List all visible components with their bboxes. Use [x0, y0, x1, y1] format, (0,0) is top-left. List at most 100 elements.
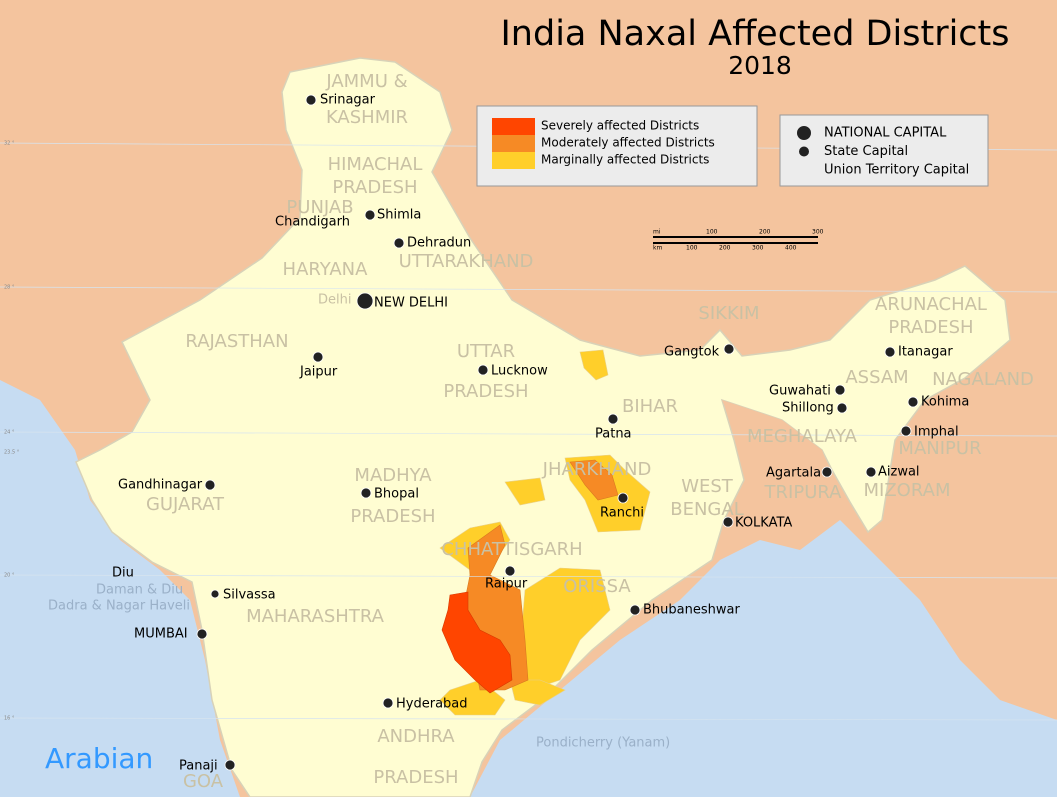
city-label: Aizwal [878, 465, 920, 480]
legend-label: Moderately affected Districts [541, 136, 715, 150]
capital-symbol [799, 146, 809, 157]
city-label: Raipur [485, 577, 528, 592]
city-dot [364, 209, 376, 221]
arabian-sea [0, 380, 240, 797]
state-label: WEST [681, 476, 734, 497]
capital-symbol [797, 126, 811, 140]
bangladesh [722, 400, 840, 500]
city-label: Gangtok [664, 345, 720, 360]
city-label: Srinagar [320, 93, 376, 108]
city-label: Bhubaneshwar [643, 603, 740, 618]
latitude-label: 23.5 ° [4, 450, 20, 456]
latitude-label: 32 ° [4, 141, 15, 147]
capital-legend-label: NATIONAL CAPITAL [824, 126, 947, 141]
state-label: PRADESH [350, 506, 435, 527]
capital-legend-label: State Capital [824, 144, 908, 159]
scale-bar-km [653, 242, 818, 244]
city-dot [617, 492, 629, 504]
scale-label: 100 [706, 229, 718, 236]
city-dot [360, 487, 372, 499]
latitude-label: 20 ° [4, 573, 15, 579]
moderate-district [569, 459, 619, 501]
scale-label: 100 [686, 245, 698, 252]
place-label: Daman & Diu [96, 583, 183, 598]
state-label: MIZORAM [864, 480, 951, 501]
city-dot [204, 479, 216, 491]
marginal-district [504, 477, 546, 506]
scale-bar [653, 236, 818, 244]
city-dot [224, 759, 236, 771]
city-dot [607, 413, 619, 425]
city-dot [900, 425, 912, 437]
city-label: Panaji [179, 759, 218, 774]
place-label: Dadra & Nagar Haveli [48, 599, 190, 614]
india [75, 57, 1011, 797]
state-label: MAHARASHTRA [246, 606, 385, 627]
legend-label: Severely affected Districts [541, 119, 699, 133]
scale-label: km [653, 245, 662, 252]
subtitle: 2018 [728, 51, 792, 80]
state-label: MANIPUR [898, 438, 981, 459]
bay-of-bengal [470, 520, 1057, 797]
state-label: HIMACHAL [328, 154, 423, 175]
city-label: Ranchi [600, 506, 644, 521]
scale-label: 300 [752, 245, 764, 252]
latitude-label: 16 ° [4, 716, 15, 722]
city-label: Hyderabad [396, 697, 468, 712]
city-dot [382, 697, 394, 709]
city-label: Kohima [921, 395, 969, 410]
legend-swatch [492, 152, 535, 169]
city-dot [722, 516, 734, 528]
state-label: BIHAR [622, 396, 678, 417]
city-label: Agartala [766, 466, 821, 481]
city-label: Lucknow [491, 364, 548, 379]
place-label: Pondicherry (Yanam) [536, 736, 670, 751]
state-label: UTTARAKHAND [399, 251, 534, 272]
state-label: ANDHRA [377, 726, 455, 747]
city-dot [196, 628, 208, 640]
city-label: Bhopal [374, 487, 419, 502]
capital-legend-box [779, 114, 989, 187]
state-label: NAGALAND [932, 369, 1034, 390]
city-label: Chandigarh [275, 215, 350, 230]
scale-label: mi [653, 229, 661, 236]
city-dot [836, 402, 848, 414]
city-dot [477, 364, 489, 376]
city-label: Patna [595, 427, 632, 442]
state-label: UTTAR [457, 341, 515, 362]
city-dot [834, 384, 846, 396]
legend-label: Marginally affected Districts [541, 153, 709, 167]
scale-label: 300 [812, 229, 824, 236]
city-label: MUMBAI [134, 627, 188, 642]
marginal-district [509, 679, 566, 706]
state-label: GOA [183, 771, 224, 792]
city-dot [393, 237, 405, 249]
state-label: MEGHALAYA [747, 426, 858, 447]
city-dot [504, 565, 516, 577]
place-label: Arabian [45, 742, 153, 775]
state-label: TRIPURA [764, 482, 843, 503]
state-label: PRADESH [332, 177, 417, 198]
city-label: Gandhinagar [118, 478, 203, 493]
state-label: CHHATTISGARH [441, 539, 582, 560]
city-dot [305, 94, 317, 106]
city-label: Shimla [377, 208, 421, 223]
city-dot [210, 589, 220, 599]
state-label: PRADESH [373, 767, 458, 788]
state-label: ASSAM [845, 367, 908, 388]
marginal-district [579, 349, 609, 381]
legend-swatch [492, 118, 535, 135]
state-label: ARUNACHAL [875, 294, 987, 315]
city-dot [907, 396, 919, 408]
latitude-label: 24 ° [4, 430, 15, 436]
state-label: BENGAL [670, 499, 743, 520]
scale-label: 200 [719, 245, 731, 252]
scale-label: 400 [785, 245, 797, 252]
state-label: JAMMU & [325, 71, 407, 92]
state-label: PRADESH [443, 381, 528, 402]
affected-districts [439, 349, 651, 716]
state-label: JHARKHAND [542, 459, 652, 480]
city-label: Jaipur [299, 365, 338, 380]
city-dot [312, 351, 324, 363]
